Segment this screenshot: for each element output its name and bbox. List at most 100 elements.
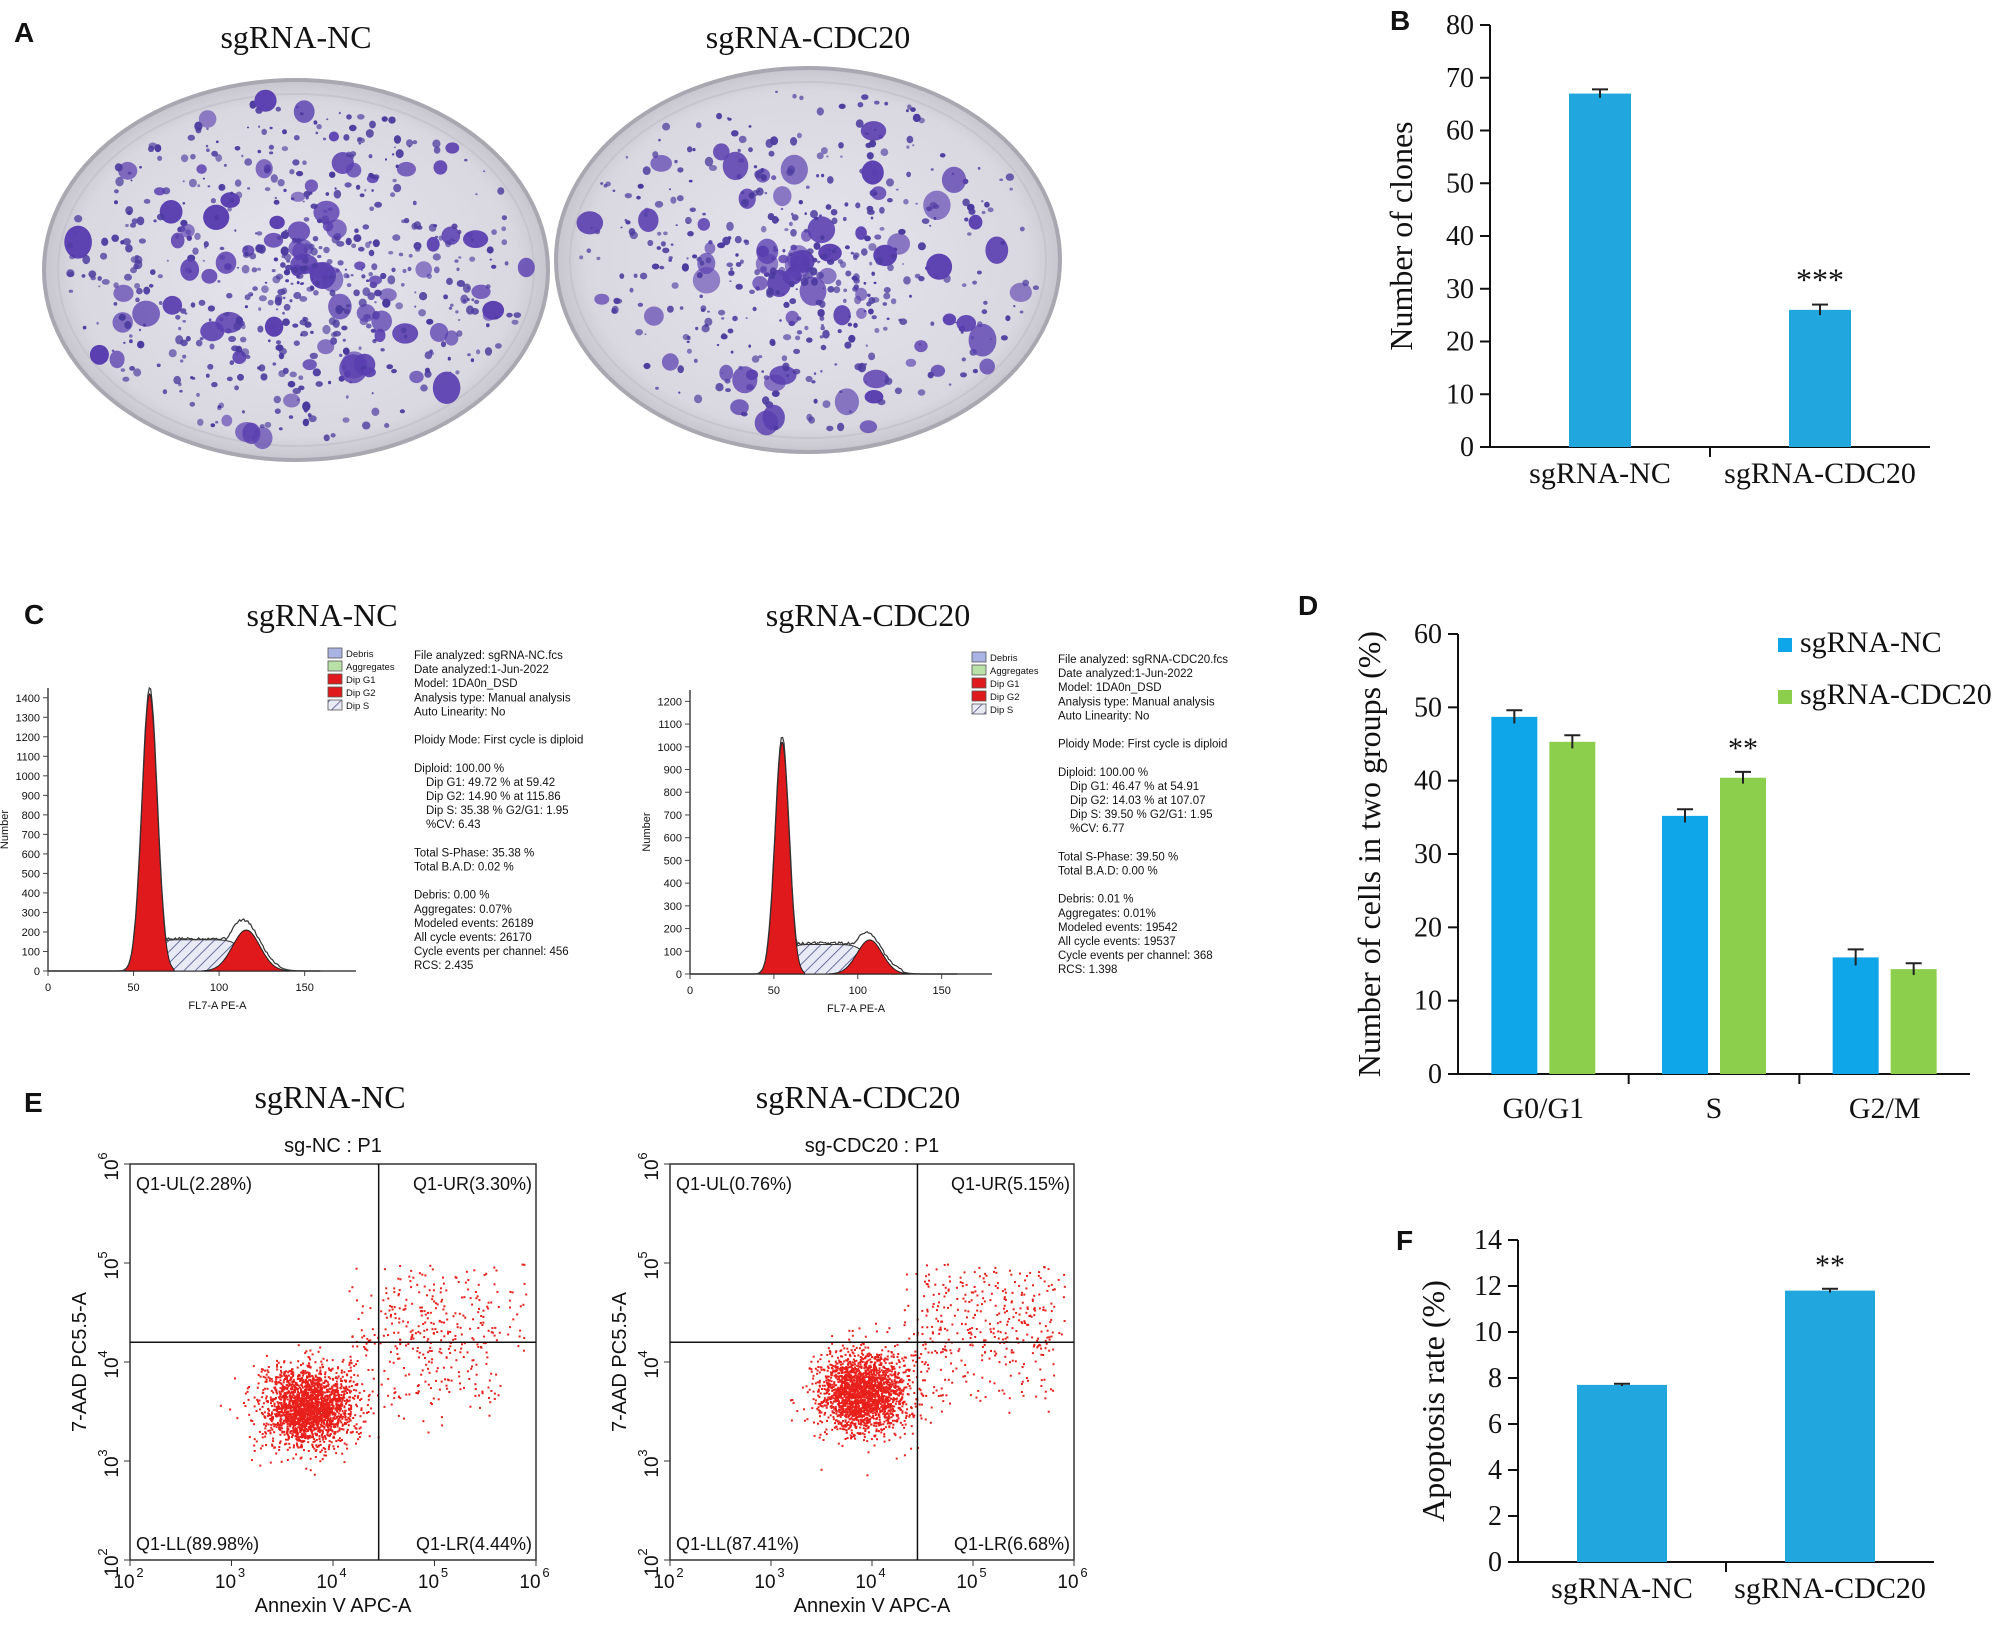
colony (713, 143, 730, 161)
y-tick-exponent: 5 (95, 1251, 110, 1258)
report-line: All cycle events: 19537 (1058, 936, 1176, 948)
colony (235, 316, 244, 325)
event-dot (343, 1392, 346, 1395)
colony (605, 181, 611, 187)
x-tick-label: sgRNA-NC (1529, 457, 1671, 490)
event-dot (313, 1412, 315, 1415)
colony (264, 421, 272, 428)
colony (338, 111, 341, 115)
event-dot (819, 1415, 821, 1418)
colony (855, 202, 861, 209)
event-dot (855, 1359, 858, 1362)
event-dot (321, 1363, 324, 1366)
event-dot (290, 1410, 293, 1413)
event-dot (328, 1369, 331, 1371)
event-dot (885, 1373, 887, 1376)
event-dot (279, 1422, 282, 1425)
event-dot (285, 1392, 288, 1395)
event-dot (366, 1411, 368, 1414)
colony (274, 297, 282, 306)
event-dot (431, 1328, 434, 1331)
event-dot (814, 1399, 817, 1402)
event-dot (318, 1379, 321, 1382)
legend-swatch (327, 660, 343, 672)
event-dot (360, 1397, 363, 1400)
event-dot (327, 1404, 330, 1406)
event-dot (276, 1423, 279, 1426)
colony (269, 151, 274, 155)
colony (810, 278, 818, 286)
colony (817, 260, 820, 264)
colony (792, 368, 801, 375)
colony (113, 302, 118, 306)
colony (647, 239, 654, 247)
event-dot (322, 1425, 325, 1428)
colony (433, 160, 448, 175)
colony (594, 293, 610, 305)
event-dot (316, 1386, 319, 1389)
event-dot (848, 1370, 851, 1373)
colony (880, 148, 889, 156)
event-dot (292, 1412, 295, 1415)
colony (866, 132, 869, 136)
event-dot (334, 1383, 337, 1386)
colony (236, 266, 240, 269)
event-dot (305, 1423, 308, 1426)
colony (868, 352, 876, 361)
event-dot (304, 1412, 307, 1415)
event-dot (890, 1355, 893, 1358)
colony (1009, 282, 1032, 302)
event-dot (339, 1440, 342, 1442)
y-tick-label: 200 (664, 924, 682, 936)
y-tick-label: 10 (102, 1555, 123, 1576)
colony (290, 197, 295, 201)
event-dot (335, 1402, 338, 1405)
event-dot (271, 1418, 273, 1421)
event-dot (292, 1384, 295, 1387)
event-dot (294, 1426, 297, 1429)
event-dot (269, 1417, 272, 1420)
event-dot (301, 1382, 304, 1385)
x-tick-label: 10 (316, 1572, 337, 1593)
event-dot (299, 1436, 302, 1438)
event-dot (333, 1447, 336, 1450)
colony (1019, 310, 1024, 314)
event-dot (372, 1412, 375, 1415)
event-dot (259, 1408, 262, 1411)
event-dot (315, 1433, 318, 1436)
colony (136, 216, 145, 226)
event-dot (383, 1268, 386, 1271)
event-dot (297, 1421, 300, 1424)
event-dot (331, 1385, 334, 1388)
event-dot (313, 1406, 316, 1409)
y-tick-exponent: 6 (95, 1152, 110, 1159)
event-dot (899, 1381, 902, 1384)
event-dot (343, 1423, 346, 1426)
colony (668, 258, 672, 262)
event-dot (291, 1368, 294, 1371)
event-dot (882, 1412, 885, 1415)
colony (261, 128, 268, 135)
colony (195, 339, 203, 347)
event-dot (289, 1414, 292, 1416)
colony (807, 216, 836, 244)
event-dot (301, 1424, 304, 1427)
event-dot (283, 1411, 286, 1413)
event-dot (280, 1398, 283, 1401)
event-dot (420, 1373, 423, 1376)
colony (111, 234, 119, 242)
colony (315, 381, 323, 387)
event-dot (432, 1289, 435, 1292)
event-dot (324, 1395, 327, 1398)
colony (280, 246, 289, 256)
event-dot (449, 1352, 452, 1354)
event-dot (270, 1402, 272, 1405)
event-dot (326, 1359, 328, 1362)
colony (780, 207, 784, 211)
event-dot (436, 1367, 439, 1370)
event-dot (323, 1406, 326, 1409)
event-dot (856, 1412, 859, 1415)
colony (180, 223, 195, 238)
event-dot (311, 1404, 314, 1407)
event-dot (349, 1431, 352, 1434)
